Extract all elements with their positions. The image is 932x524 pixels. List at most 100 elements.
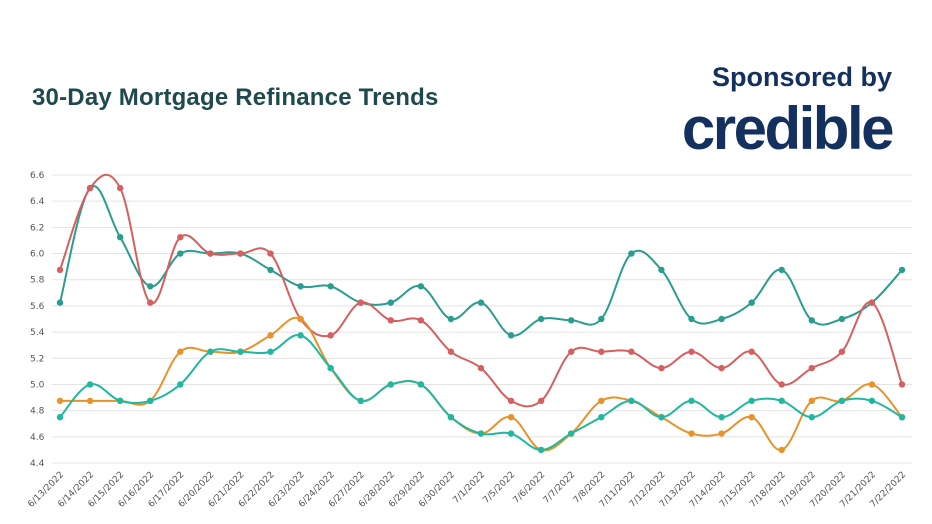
data-point (116, 233, 124, 241)
data-point (357, 299, 364, 306)
data-point (177, 250, 184, 257)
x-tick-label: 7/5/2022 (482, 470, 518, 506)
data-point (357, 397, 364, 405)
data-point (688, 397, 695, 405)
data-point (628, 397, 635, 405)
data-point (568, 348, 575, 355)
data-point (116, 397, 124, 405)
data-point (598, 397, 605, 405)
data-point (477, 430, 485, 437)
data-point (477, 364, 485, 372)
x-axis-ticks: 6/13/20226/14/20226/15/20226/16/20226/17… (26, 470, 908, 510)
data-point (297, 332, 304, 339)
data-point (86, 397, 94, 405)
y-tick-label: 4.8 (30, 407, 45, 417)
data-point (838, 348, 846, 355)
series-lines (59, 173, 903, 452)
data-point (86, 381, 94, 388)
data-point (507, 332, 515, 339)
data-point (718, 413, 725, 421)
data-point (628, 348, 635, 355)
data-point (207, 348, 214, 355)
data-point (718, 315, 725, 323)
data-point (778, 381, 785, 388)
data-point (477, 299, 485, 306)
data-point (868, 397, 876, 405)
data-point (568, 317, 575, 324)
data-point (507, 413, 515, 421)
data-point (748, 413, 755, 421)
grid-lines (52, 174, 912, 464)
data-point (868, 299, 876, 306)
data-point (658, 413, 665, 421)
data-point (688, 315, 695, 323)
data-point (177, 233, 184, 241)
data-point (537, 315, 545, 323)
data-point (537, 397, 545, 405)
x-tick-label: 7/7/2022 (542, 470, 578, 506)
y-tick-label: 5.6 (30, 302, 45, 312)
sponsor-label: Sponsored by (711, 62, 892, 92)
data-point (116, 184, 124, 192)
data-point (147, 397, 154, 405)
data-point (56, 266, 64, 274)
data-point (237, 348, 244, 355)
data-point (327, 283, 334, 290)
data-point (267, 332, 274, 339)
brand-logo: credible (681, 95, 895, 162)
x-tick-label: 7/1/2022 (451, 470, 487, 506)
y-tick-label: 5.2 (30, 354, 44, 364)
data-point (447, 315, 455, 323)
data-point (417, 317, 425, 324)
data-point (838, 315, 846, 323)
data-point (658, 364, 665, 372)
data-point (598, 348, 605, 355)
data-point (417, 283, 425, 290)
data-point (898, 266, 906, 274)
data-point (147, 283, 154, 290)
y-tick-label: 5.0 (30, 380, 45, 390)
data-point (327, 364, 334, 372)
data-point (598, 315, 605, 323)
data-point (688, 430, 695, 437)
data-point (868, 381, 876, 388)
data-point (898, 413, 906, 421)
data-point (748, 397, 755, 405)
data-point (778, 397, 785, 405)
data-point (537, 446, 545, 454)
data-point (207, 250, 214, 257)
y-tick-label: 5.4 (30, 328, 45, 338)
data-point (177, 381, 184, 388)
y-tick-label: 6.2 (30, 223, 44, 233)
data-point (507, 430, 515, 437)
data-point (808, 317, 815, 324)
data-point (267, 266, 274, 274)
data-point (808, 413, 815, 421)
data-point (778, 446, 785, 454)
data-point (387, 299, 394, 306)
series-line (59, 173, 903, 408)
data-point (56, 413, 64, 421)
data-point (447, 348, 455, 355)
y-tick-label: 4.4 (30, 459, 45, 469)
data-point (147, 299, 154, 306)
y-tick-label: 6.0 (30, 250, 45, 260)
data-point (417, 381, 425, 388)
data-point (387, 317, 394, 324)
data-point (808, 364, 815, 372)
data-point (297, 315, 304, 323)
data-point (898, 381, 906, 388)
data-point (748, 348, 755, 355)
data-point (267, 250, 274, 257)
data-point (658, 266, 665, 274)
y-axis-ticks: 4.4 4.6 4.8 5.0 5.2 5.4 5.6 5.8 6.0 6.2 6.4 6.6 (30, 171, 45, 469)
data-point (56, 299, 64, 306)
y-tick-label: 6.6 (30, 171, 45, 181)
data-point (778, 266, 785, 274)
sponsor-block: Sponsored by credible (681, 62, 895, 162)
x-tick-label: 7/6/2022 (512, 470, 548, 506)
data-point (177, 348, 184, 355)
data-point (718, 430, 725, 437)
data-point (628, 250, 635, 257)
